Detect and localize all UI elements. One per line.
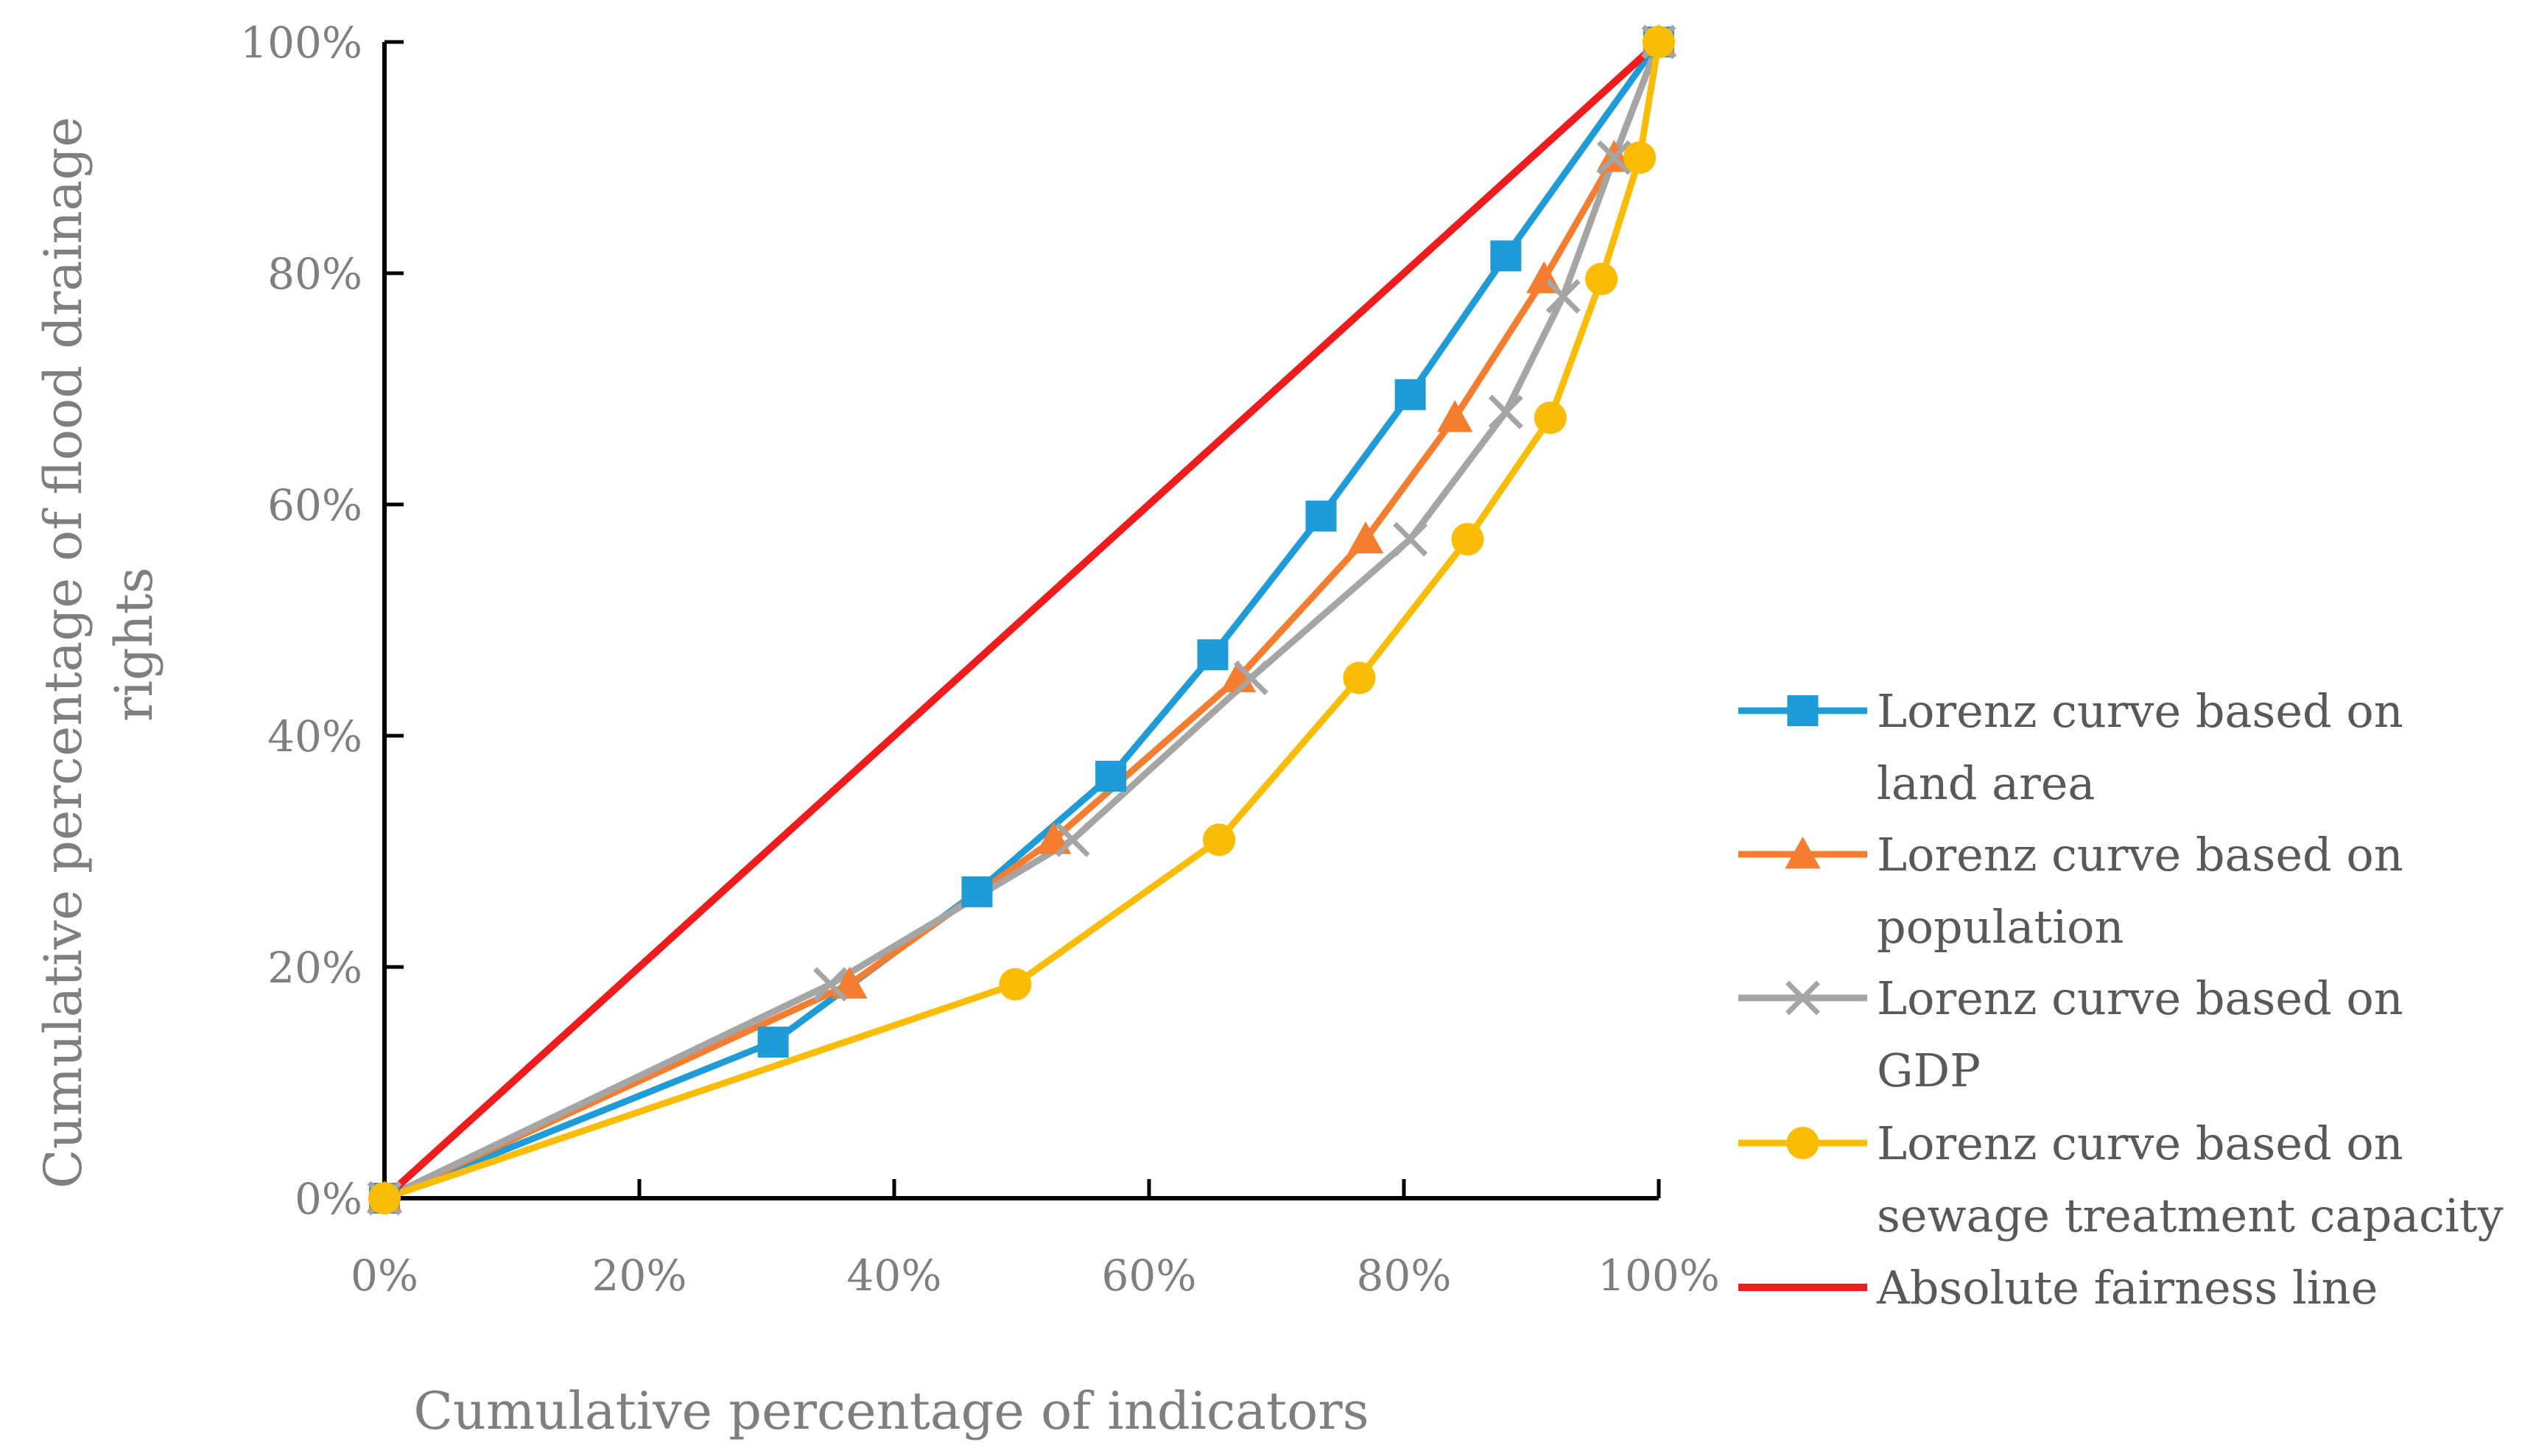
legend-label: Lorenz curve based on	[1877, 828, 2403, 882]
x-tick-labels: 0% 20% 40% 60% 80% 100%	[351, 1251, 1720, 1301]
x-tick-label: 0%	[351, 1251, 418, 1301]
data-point-s3-4	[1393, 521, 1428, 557]
data-point-s4-8	[1642, 25, 1676, 59]
data-point-s1-5	[1305, 500, 1337, 532]
y-tick-label: 100%	[240, 18, 362, 68]
axes	[382, 40, 1661, 1200]
data-point-s3-2	[1055, 822, 1090, 857]
data-point-s4-7	[1623, 141, 1657, 175]
legend-label: Lorenz curve based on	[1877, 971, 2403, 1025]
data-point-s3-5	[1488, 394, 1523, 429]
data-point-s1-3	[1095, 760, 1127, 792]
data-point-s1-7	[1490, 240, 1522, 272]
legend-label: GDP	[1877, 1044, 1981, 1097]
data-point-s1-2	[961, 876, 993, 907]
series-line-5	[381, 38, 1662, 1202]
legend-entry-1: Lorenz curve based on land area	[1738, 684, 2403, 810]
x-tick-label: 20%	[592, 1251, 687, 1301]
y-tick-label: 60%	[267, 480, 362, 530]
x-tick-label: 100%	[1598, 1251, 1720, 1301]
y-tick-label: 0%	[295, 1174, 362, 1224]
legend-entry-3: Lorenz curve based on GDP	[1738, 971, 2403, 1097]
data-point-s2-1	[832, 966, 868, 999]
legend-label: Lorenz curve based on	[1877, 684, 2403, 738]
data-point-s4-6	[1585, 262, 1618, 295]
legend-marker	[1785, 980, 1820, 1016]
y-tick-label: 20%	[267, 943, 362, 993]
legend-label: Absolute fairness line	[1876, 1261, 2378, 1315]
data-point-s3-1	[813, 967, 848, 1002]
x-tick-label: 60%	[1102, 1251, 1197, 1301]
series-markers	[366, 24, 1677, 1216]
legend-label: Lorenz curve based on	[1877, 1116, 2403, 1170]
series-lines	[381, 38, 1662, 1202]
data-point-s3-7	[1596, 140, 1631, 175]
y-tick-label: 80%	[267, 249, 362, 299]
data-point-s4-2	[1203, 823, 1236, 857]
y-axis-title-line-2: rights	[104, 567, 164, 722]
legend-label: land area	[1877, 756, 2095, 810]
y-axis-title-line-1: Cumulative percentage of flood drainage	[33, 116, 94, 1189]
data-point-s4-1	[999, 968, 1032, 1001]
data-point-s2-2	[1036, 822, 1072, 854]
y-axis-title: Cumulative percentage of flood drainage …	[33, 100, 164, 1189]
legend-label: sewage treatment capacity	[1877, 1189, 2504, 1242]
legend-label: population	[1877, 900, 2124, 954]
x-axis-title: Cumulative percentage of indicators	[413, 1381, 1369, 1441]
data-point-s3-6	[1545, 278, 1581, 314]
data-point-s1-6	[1394, 379, 1426, 410]
data-point-s2-4	[1347, 521, 1384, 554]
legend-marker	[1785, 836, 1821, 869]
data-point-s1-4	[1197, 639, 1229, 671]
legend-marker	[1786, 1126, 1819, 1160]
x-tick-label: 80%	[1357, 1251, 1452, 1301]
data-point-s3-3	[1233, 661, 1268, 695]
x-tick-label: 40%	[847, 1251, 942, 1301]
data-point-s1-1	[757, 1027, 789, 1058]
legend-marker	[1787, 695, 1819, 726]
data-point-s2-5	[1437, 400, 1473, 432]
data-point-s4-3	[1343, 661, 1376, 694]
y-tick-label: 40%	[267, 711, 362, 762]
y-tick-labels: 0% 20% 40% 60% 80% 100%	[240, 18, 362, 1224]
legend-entry-4: Lorenz curve based on sewage treatment ca…	[1738, 1116, 2504, 1242]
legend-entry-2: Lorenz curve based on population	[1738, 828, 2403, 954]
data-point-s4-0	[368, 1181, 401, 1215]
data-point-s4-4	[1451, 523, 1484, 556]
legend-entry-5: Absolute fairness line	[1738, 1261, 2378, 1315]
data-point-s4-5	[1534, 401, 1567, 435]
